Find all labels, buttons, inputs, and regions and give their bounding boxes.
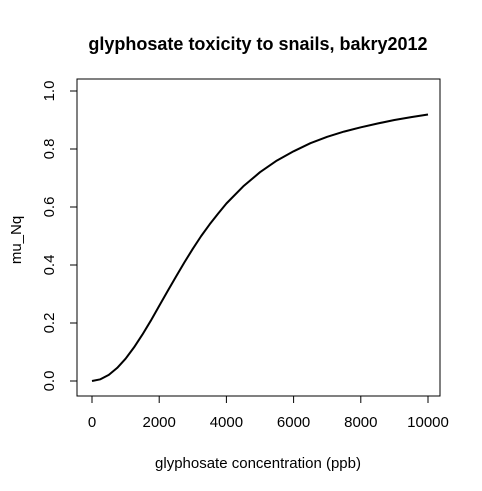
x-tick-label: 10000 [407,414,449,431]
series-layer [91,113,429,382]
y-tick-label: 0.6 [41,197,58,218]
x-axis: 0 2000 4000 6000 8000 10000 [88,395,449,431]
x-tick-label: 6000 [277,414,310,431]
y-axis: 0.0 0.2 0.4 0.6 0.8 1.0 [41,81,78,392]
x-tick-label: 8000 [344,414,377,431]
y-tick-label: 0.0 [41,371,58,392]
x-tick-label: 2000 [143,414,176,431]
y-tick-label: 1.0 [41,81,58,102]
plot-frame [76,78,441,397]
chart-title: glyphosate toxicity to snails, bakry2012 [88,34,427,54]
y-tick-label: 0.8 [41,139,58,160]
y-axis-label: mu_Nq [8,216,25,264]
x-tick-label: 4000 [210,414,243,431]
y-tick-label: 0.2 [41,313,58,334]
x-tick-label: 0 [88,414,96,431]
series-line [91,113,429,382]
x-axis-label: glyphosate concentration (ppb) [155,455,361,472]
y-tick-label: 0.4 [41,255,58,276]
